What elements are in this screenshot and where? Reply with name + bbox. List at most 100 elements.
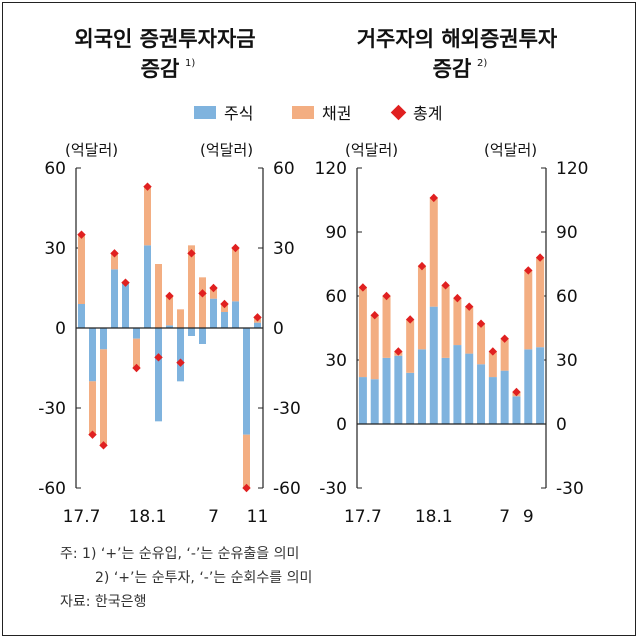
- right-total-marker: [405, 315, 415, 324]
- left-stock-bar: [199, 328, 206, 344]
- left-total-marker: [88, 430, 97, 439]
- right-total-marker: [429, 193, 438, 203]
- left-chart-left-unit: (억달러): [65, 141, 118, 159]
- left-stock-bar: [243, 328, 250, 435]
- left-stock-bar: [122, 282, 129, 328]
- left-chart-title-line2: 증감: [141, 57, 180, 81]
- right-stock-bar: [358, 377, 367, 424]
- right-total-marker: [512, 387, 521, 397]
- left-stock-bar: [221, 312, 228, 328]
- left-stock-bar: [177, 328, 184, 382]
- left-total-marker: [209, 283, 218, 293]
- right-stock-bar: [512, 396, 521, 424]
- right-total-marker: [535, 253, 545, 262]
- right-chart-plot: 120 120 90 90 60 60 30 30 0 0 -30 -30 17.7 18.1 7 9: [315, 159, 589, 527]
- left-chart-plot: 60 60 30 30 0 0 -30 -30 -60 -60 17.7 18.1 7 11: [38, 159, 301, 527]
- left-stock-bar: [89, 328, 96, 382]
- right-bond-bar: [406, 319, 415, 373]
- right-right-tick-label: 0: [556, 415, 567, 435]
- right-bond-bar: [524, 270, 533, 350]
- left-total-marker: [220, 299, 229, 309]
- left-bond-bar: [166, 296, 173, 326]
- right-stock-bar: [429, 306, 438, 424]
- right-right-tick-label: 120: [556, 159, 588, 179]
- right-stock-bar: [453, 345, 462, 424]
- right-right-tick-label: 90: [556, 223, 578, 243]
- right-stock-bar: [488, 377, 497, 424]
- right-total-marker: [524, 266, 533, 275]
- right-total-marker: [500, 334, 509, 343]
- legend-total-label: 총계: [413, 104, 442, 123]
- right-right-tick-label: -30: [556, 479, 584, 499]
- left-stock-bar: [100, 328, 107, 350]
- right-x-tick-label: 7: [499, 507, 510, 527]
- right-chart-title-footnote: 2): [477, 58, 487, 69]
- left-left-tick-label: 60: [44, 159, 66, 179]
- right-total-marker: [465, 302, 474, 311]
- right-stock-bar: [524, 349, 533, 424]
- source-note: 자료: 한국은행: [60, 594, 146, 610]
- left-bond-bar: [100, 349, 107, 446]
- right-stock-bar: [441, 357, 450, 424]
- right-chart-title-line2: 증감: [433, 57, 472, 81]
- left-bond-bar: [155, 264, 162, 328]
- left-total-marker: [165, 291, 174, 301]
- left-bond-bar: [111, 253, 118, 270]
- left-total-marker: [242, 483, 251, 493]
- left-total-marker: [77, 230, 86, 239]
- right-stock-bar: [417, 349, 426, 424]
- right-left-tick-label: 120: [315, 159, 347, 179]
- left-x-tick-label: 11: [247, 507, 269, 527]
- right-bond-bar: [358, 287, 367, 378]
- legend: 주식 채권 총계: [194, 104, 442, 123]
- left-bond-bar: [199, 277, 206, 328]
- legend-bond-swatch: [292, 106, 314, 119]
- right-total-marker: [441, 281, 450, 290]
- right-bond-bar: [417, 266, 426, 350]
- right-bond-bar: [477, 323, 486, 365]
- legend-stock-swatch: [194, 106, 216, 119]
- right-left-tick-label: -30: [319, 479, 347, 499]
- right-stock-bar: [477, 364, 486, 424]
- right-right-tick-label: 30: [556, 351, 578, 371]
- legend-total-marker: [390, 104, 407, 121]
- left-bond-bar: [144, 186, 151, 246]
- right-stock-bar: [406, 372, 415, 424]
- left-bond-bar: [232, 248, 239, 302]
- right-stock-bar: [536, 347, 545, 424]
- left-bond-bar: [177, 309, 184, 328]
- right-total-marker: [370, 311, 379, 320]
- right-stock-bar: [465, 353, 474, 424]
- left-left-tick-label: 30: [44, 239, 66, 259]
- right-chart-left-unit: (억달러): [345, 141, 398, 159]
- left-total-marker: [154, 353, 163, 362]
- right-bond-bar: [453, 298, 462, 346]
- left-x-tick-label: 17.7: [63, 507, 101, 527]
- left-stock-bar: [133, 328, 140, 339]
- left-bond-bar: [133, 338, 140, 368]
- right-x-tick-label: 18.1: [415, 507, 453, 527]
- right-bond-bar: [536, 257, 545, 348]
- left-stock-bar: [111, 269, 118, 328]
- left-right-tick-label: -60: [273, 479, 301, 499]
- right-chart-right-unit: (억달러): [484, 141, 537, 159]
- right-bond-bar: [441, 285, 450, 358]
- footnote-2: 2) ‘+’는 순투자, ‘-’는 순회수를 의미: [95, 570, 312, 586]
- left-total-marker: [231, 243, 240, 253]
- left-chart-title-footnote: 1): [185, 58, 195, 69]
- left-x-tick-label: 18.1: [129, 507, 167, 527]
- left-x-tick-label: 7: [208, 507, 219, 527]
- left-total-marker: [110, 249, 119, 258]
- right-x-tick-label: 17.7: [344, 507, 382, 527]
- right-total-marker: [488, 347, 498, 356]
- right-bond-bar: [370, 315, 379, 380]
- right-stock-bar: [500, 370, 509, 424]
- right-left-tick-label: 0: [336, 415, 347, 435]
- legend-bond-label: 채권: [322, 104, 351, 123]
- left-stock-bar: [188, 328, 195, 336]
- left-stock-bar: [166, 325, 173, 328]
- left-stock-bar: [254, 322, 261, 328]
- right-left-tick-label: 30: [325, 351, 347, 371]
